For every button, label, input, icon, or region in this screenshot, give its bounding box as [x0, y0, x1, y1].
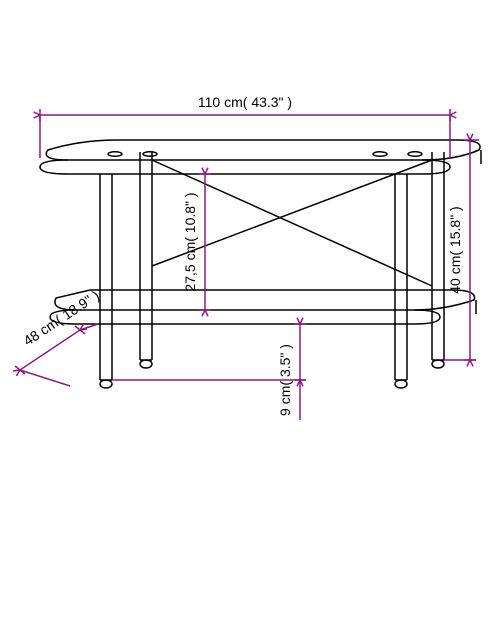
dim-shelf-to-top-label: 27,5 cm( 10.8" ) [182, 192, 198, 291]
dim-floor-to-shelf-label: 9 cm( 3.5" ) [277, 344, 293, 416]
dim-total-height-label: 40 cm( 15.8" ) [447, 206, 463, 293]
dim-width-label: 110 cm( 43.3" ) [198, 94, 292, 110]
